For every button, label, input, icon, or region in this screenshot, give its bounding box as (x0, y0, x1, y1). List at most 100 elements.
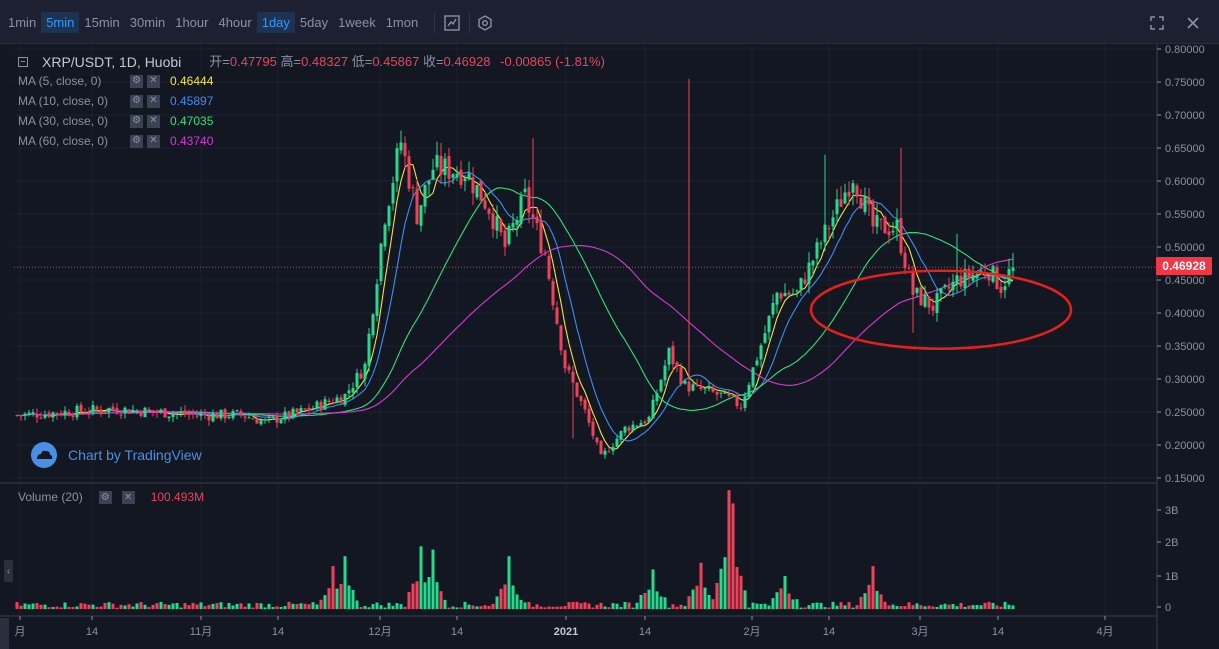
candle-body (379, 243, 383, 282)
x-tick-label: 2021 (554, 626, 578, 638)
candle-body (723, 391, 727, 394)
volume-bar (159, 601, 163, 609)
high-value: 0.48327 (301, 54, 349, 69)
volume-bar (103, 602, 107, 609)
x-tick-label: 12月 (368, 626, 391, 638)
candle-body (371, 314, 375, 336)
toolbar-divider (469, 12, 470, 34)
gear-icon[interactable]: ⚙ (98, 490, 112, 504)
gear-icon[interactable]: ⚙ (130, 74, 143, 88)
volume-bar (319, 599, 323, 609)
candle-body (183, 410, 187, 415)
interval-1day[interactable]: 1day (256, 12, 295, 33)
volume-bar (211, 603, 215, 609)
ma-line (16, 187, 1014, 417)
candle-body (539, 221, 543, 254)
collapse-legend-icon[interactable] (18, 57, 28, 67)
volume-bar (167, 604, 171, 609)
volume-bar (399, 604, 403, 609)
y-tick-label: 0.35000 (1165, 341, 1205, 353)
volume-bar (571, 601, 575, 609)
candle-body (251, 418, 255, 420)
annotation-ellipse (809, 269, 1073, 350)
candle-body (751, 367, 755, 387)
fullscreen-icon[interactable] (1146, 12, 1168, 34)
close-icon[interactable] (1182, 12, 1204, 34)
candle-body (151, 410, 155, 412)
interval-30min[interactable]: 30min (129, 15, 166, 30)
candle-body (47, 412, 51, 417)
candle-body (87, 412, 91, 414)
close-icon[interactable]: ✕ (147, 94, 160, 108)
candle-body (683, 380, 687, 384)
interval-1week[interactable]: 1week (338, 15, 376, 30)
tradingview-watermark[interactable]: Chart by TradingView (30, 441, 202, 469)
line-chart-icon[interactable] (441, 12, 463, 34)
volume-bar (767, 605, 771, 609)
candle-body (791, 293, 795, 295)
candle-body (499, 219, 503, 233)
gear-icon[interactable]: ⚙ (130, 94, 143, 108)
left-panel-toggle[interactable]: ‹ (4, 560, 13, 582)
candle-body (175, 413, 179, 415)
volume-bar (1007, 604, 1011, 609)
candle-body (847, 191, 851, 197)
volume-bar (563, 606, 567, 609)
interval-4hour[interactable]: 4hour (218, 15, 252, 30)
candle-body (327, 400, 331, 403)
interval-5day[interactable]: 5day (299, 15, 329, 30)
volume-bar (279, 606, 283, 609)
candle-body (119, 414, 123, 416)
candle-body (535, 216, 539, 224)
change-value: -0.00865 (-1.81%) (500, 54, 605, 69)
left-panel-scroll[interactable] (0, 618, 9, 649)
interval-1mon[interactable]: 1mon (385, 15, 419, 30)
interval-1hour[interactable]: 1hour (175, 15, 209, 30)
candle-body (779, 293, 783, 299)
candle-body (559, 325, 563, 351)
volume-bar (171, 603, 175, 609)
volume-bar (775, 592, 779, 609)
candle-body (403, 143, 407, 157)
close-icon[interactable]: ✕ (147, 74, 160, 88)
candle-body (679, 367, 683, 384)
volume-bar (427, 576, 431, 609)
volume-bar (1003, 601, 1007, 609)
close-icon[interactable]: ✕ (147, 114, 160, 128)
x-tick-label: 2月 (743, 626, 760, 638)
close-icon[interactable]: ✕ (121, 490, 135, 504)
volume-bar (755, 603, 759, 609)
volume-bar (383, 607, 387, 609)
close-icon[interactable]: ✕ (147, 134, 160, 148)
volume-bar (607, 607, 611, 609)
volume-bar (995, 605, 999, 609)
candle-body (115, 408, 119, 414)
volume-bar (639, 594, 643, 609)
candle-body (383, 224, 387, 247)
volume-bar (959, 602, 963, 609)
chart-legend: XRP/USDT, 1D, Huobi 开=0.47795 高=0.48327 … (18, 53, 605, 151)
price-chart[interactable]: 0.80000 0.75000 0.70000 0.65000 0.60000 0.550… (0, 44, 1219, 649)
candle-body (659, 379, 663, 392)
interval-1min[interactable]: 1min (8, 15, 37, 30)
volume-bar (511, 585, 515, 609)
volume-bar (923, 606, 927, 609)
candle-body (451, 174, 455, 178)
high-label: 高= (280, 54, 302, 69)
candle-body (803, 279, 807, 284)
volume-bar (635, 602, 639, 609)
interval-15min[interactable]: 15min (84, 15, 120, 30)
interval-5min[interactable]: 5min (41, 12, 80, 33)
candle-body (331, 401, 335, 404)
gear-icon[interactable]: ⚙ (130, 134, 143, 148)
candle-body (223, 409, 227, 419)
volume-bar (447, 607, 451, 609)
volume-bar (23, 603, 27, 609)
candle-body (267, 416, 271, 418)
candle-body (863, 196, 867, 213)
gear-icon[interactable]: ⚙ (130, 114, 143, 128)
volume-bar (735, 567, 739, 609)
hexagon-gear-icon[interactable] (474, 12, 496, 34)
volume-bar (863, 593, 867, 609)
volume-bar (147, 607, 151, 609)
